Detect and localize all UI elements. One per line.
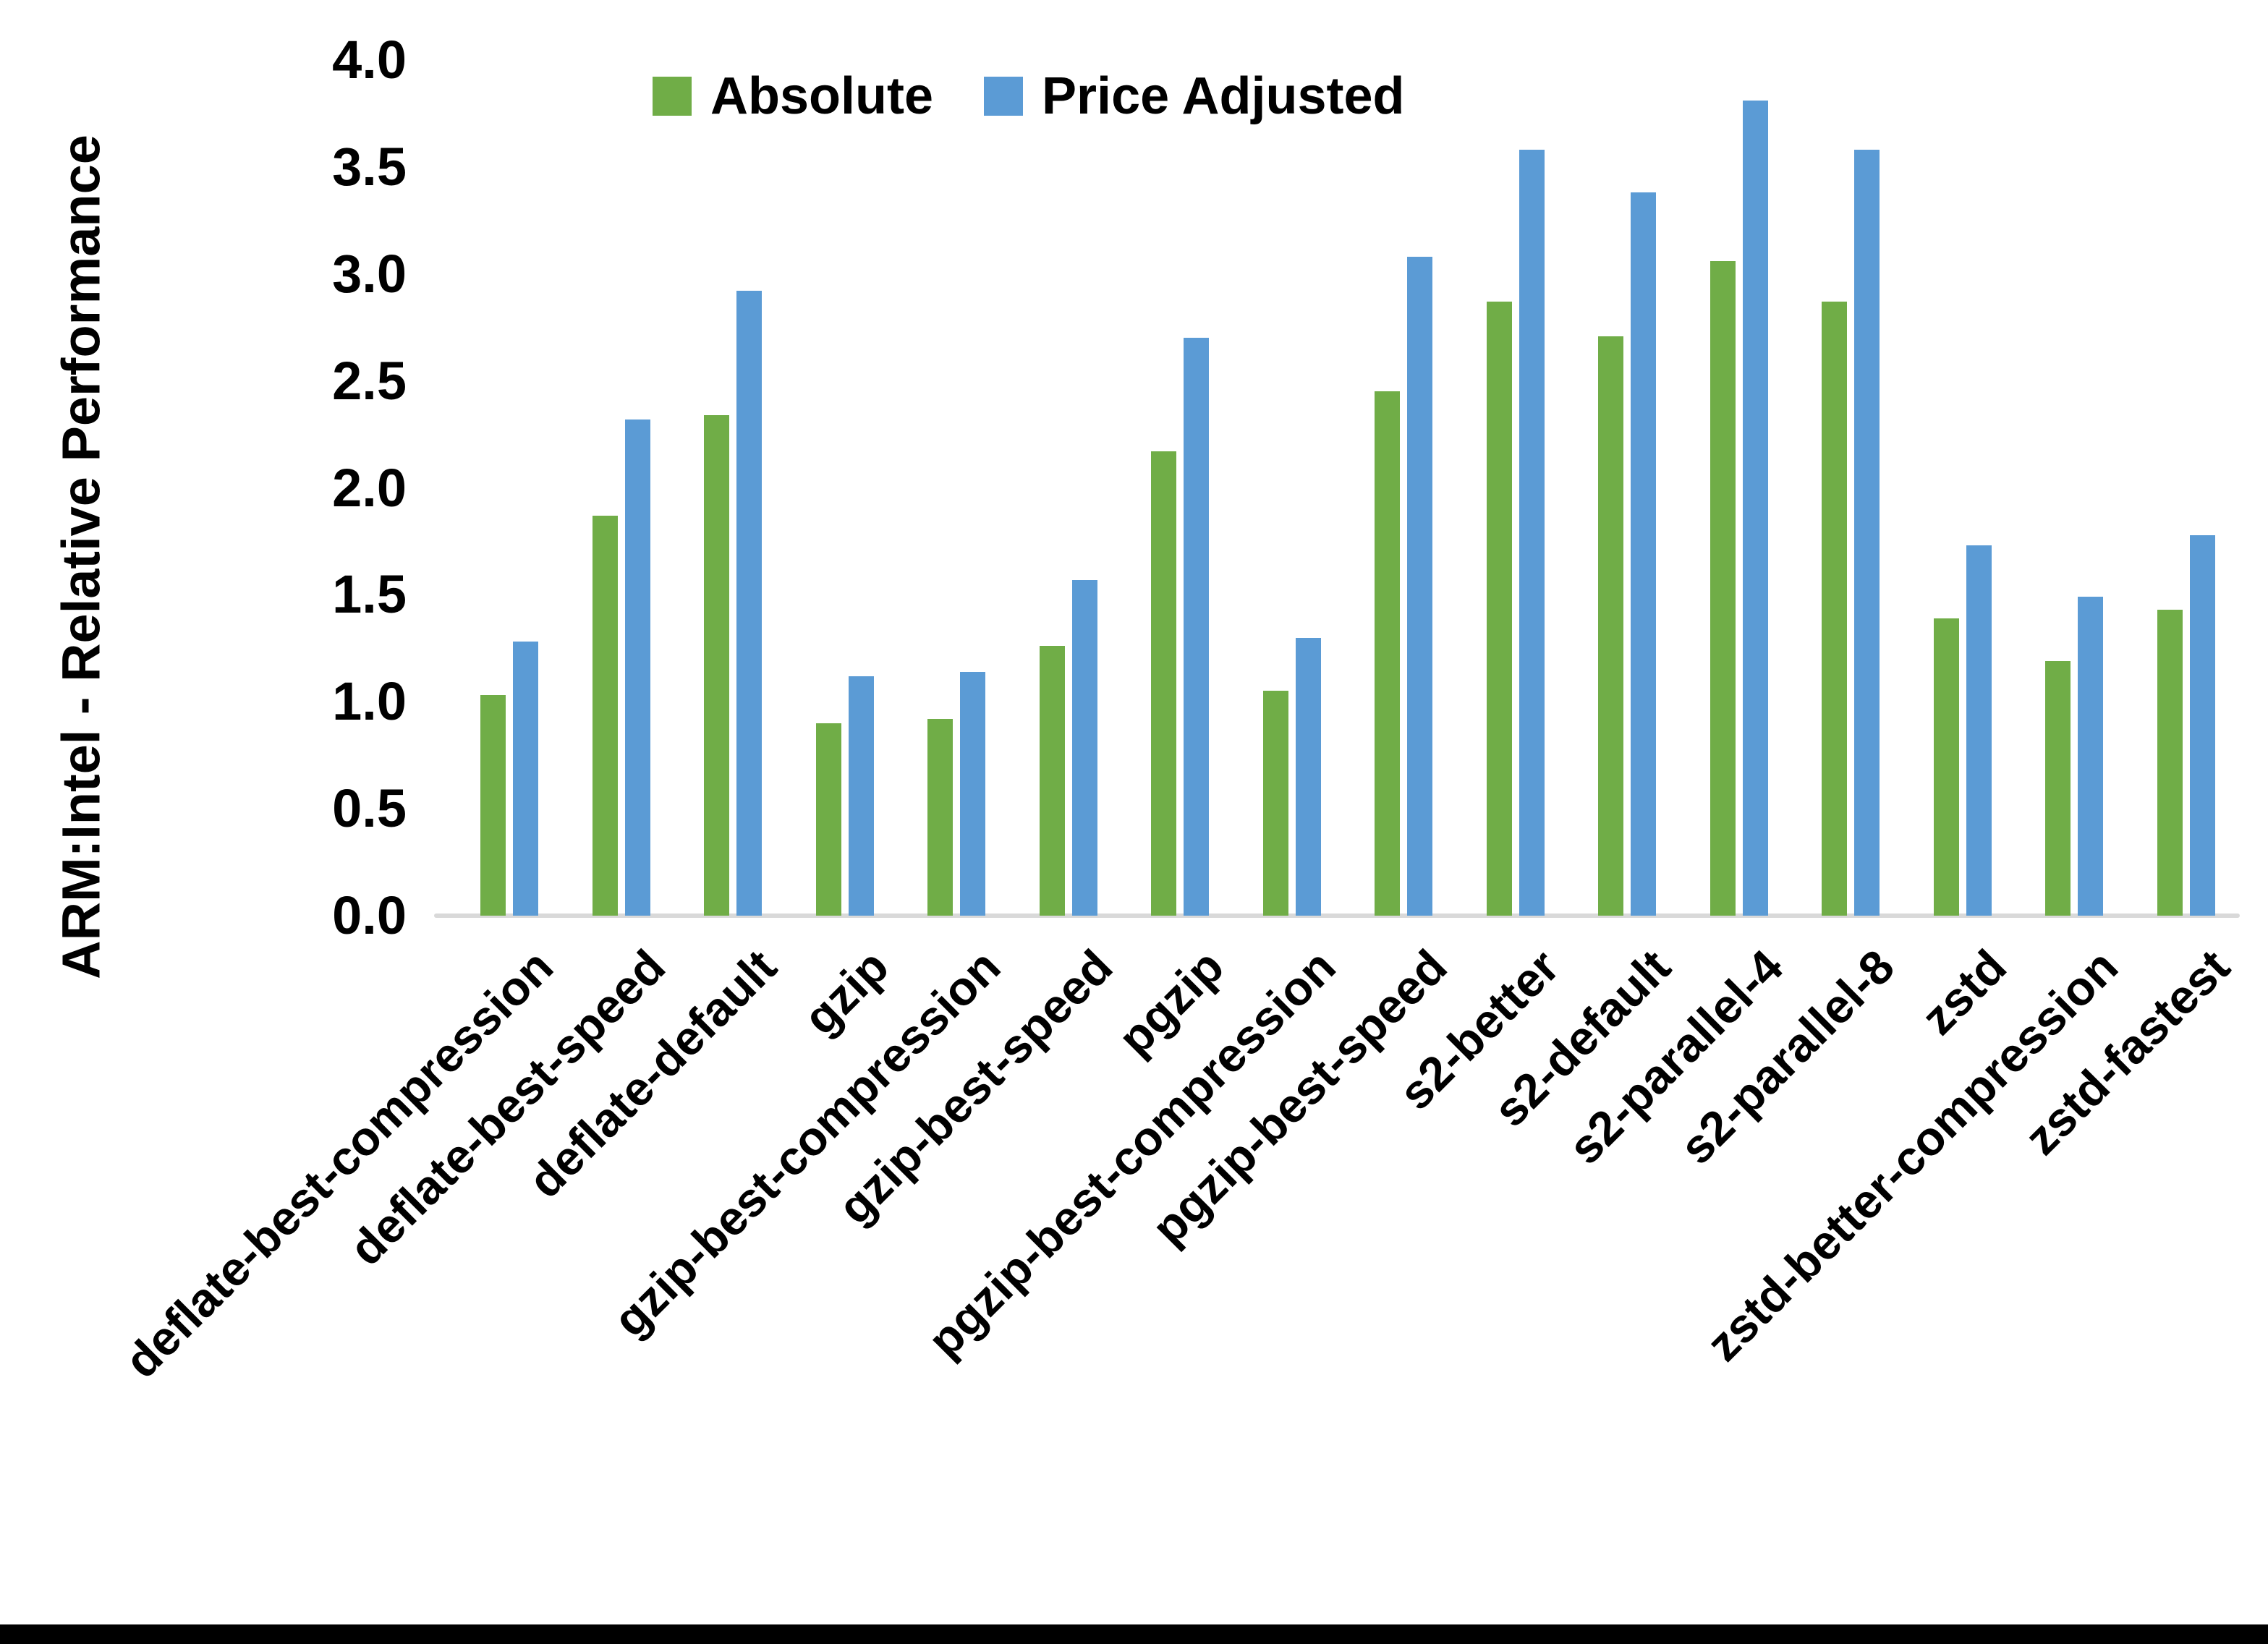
y-tick-label: 1.5 [332,564,407,624]
y-tick-label: 2.0 [332,458,407,518]
bar-absolute-deflate-best-compression [480,695,506,916]
bar-absolute-pgzip [1151,451,1176,916]
bar-price-adjusted-s2-default [1631,192,1656,916]
legend: Absolute Price Adjusted [653,67,1404,126]
bar-price-adjusted-deflate-default [736,291,762,916]
bar-price-adjusted-deflate-best-speed [625,419,650,916]
bar-price-adjusted-gzip [849,676,874,916]
bar-price-adjusted-gzip-best-speed [1072,580,1097,916]
bar-absolute-zstd-fastest [2157,610,2183,916]
bar-absolute-pgzip-best-compression [1263,691,1288,916]
bar-price-adjusted-deflate-best-compression [513,642,538,916]
y-tick-label: 4.0 [332,30,407,90]
y-tick-label: 3.5 [332,137,407,197]
legend-label: Absolute [710,67,934,125]
bar-price-adjusted-s2-parallel-8 [1854,150,1880,916]
legend-item-absolute: Absolute [653,67,933,126]
x-axis-line [434,913,2240,918]
bar-absolute-gzip-best-compression [927,719,953,916]
bar-absolute-s2-parallel-8 [1822,302,1847,916]
bar-absolute-s2-parallel-4 [1710,261,1736,916]
bar-absolute-deflate-default [704,415,729,916]
bar-price-adjusted-pgzip-best-speed [1407,257,1432,916]
y-tick-label: 3.0 [332,244,407,304]
y-tick-label: 0.0 [332,885,407,945]
bar-absolute-zstd-better-compression [2045,661,2070,916]
bar-price-adjusted-s2-parallel-4 [1743,101,1768,916]
legend-swatch-icon [984,77,1024,116]
bar-absolute-deflate-best-speed [593,516,618,916]
bottom-border-bar [0,1624,2268,1644]
y-tick-label: 2.5 [332,351,407,411]
bar-absolute-gzip [816,723,841,916]
bar-absolute-s2-default [1598,336,1623,916]
bar-price-adjusted-pgzip [1184,338,1209,916]
y-tick-label: 0.5 [332,778,407,838]
legend-swatch-icon [653,77,692,116]
legend-label: Price Adjusted [1042,67,1405,125]
bar-absolute-zstd [1934,618,1959,916]
bar-price-adjusted-zstd-better-compression [2078,597,2103,916]
bar-absolute-s2-better [1487,302,1512,916]
bar-price-adjusted-zstd [1966,545,1992,916]
bar-price-adjusted-pgzip-best-compression [1296,638,1321,916]
bar-price-adjusted-s2-better [1519,150,1545,916]
bar-absolute-gzip-best-speed [1040,646,1065,916]
bar-price-adjusted-gzip-best-compression [960,672,985,916]
bar-price-adjusted-zstd-fastest [2190,535,2215,916]
legend-item-price-adjusted: Price Adjusted [984,67,1404,126]
y-tick-label: 1.0 [332,671,407,731]
bar-absolute-pgzip-best-speed [1375,391,1400,916]
